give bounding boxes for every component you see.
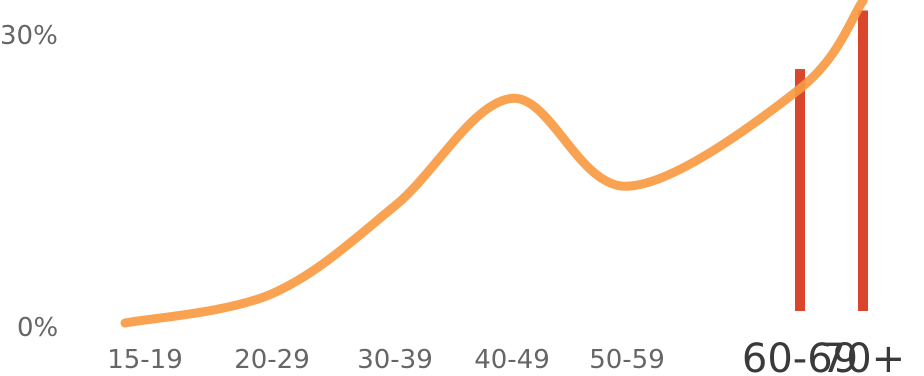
x-tick-label: 50-59 bbox=[589, 345, 665, 375]
trend-line bbox=[120, 0, 868, 328]
highlight-bar-1 bbox=[795, 69, 805, 311]
x-tick-label: 15-19 bbox=[107, 345, 183, 375]
trend-line-group bbox=[120, 0, 868, 328]
y-axis: 30% 0% bbox=[0, 21, 58, 343]
y-tick-label-top: 30% bbox=[0, 21, 58, 51]
x-tick-label: 30-39 bbox=[357, 345, 433, 375]
x-tick-label: 20-29 bbox=[234, 345, 310, 375]
x-tick-label: 70+ bbox=[821, 336, 905, 376]
highlight-bars bbox=[795, 10, 868, 311]
x-tick-label: 60-69 bbox=[742, 336, 858, 376]
y-tick-label-bottom: 0% bbox=[17, 313, 58, 343]
highlight-bar-2 bbox=[858, 10, 868, 311]
x-tick-label: 40-49 bbox=[474, 345, 550, 375]
